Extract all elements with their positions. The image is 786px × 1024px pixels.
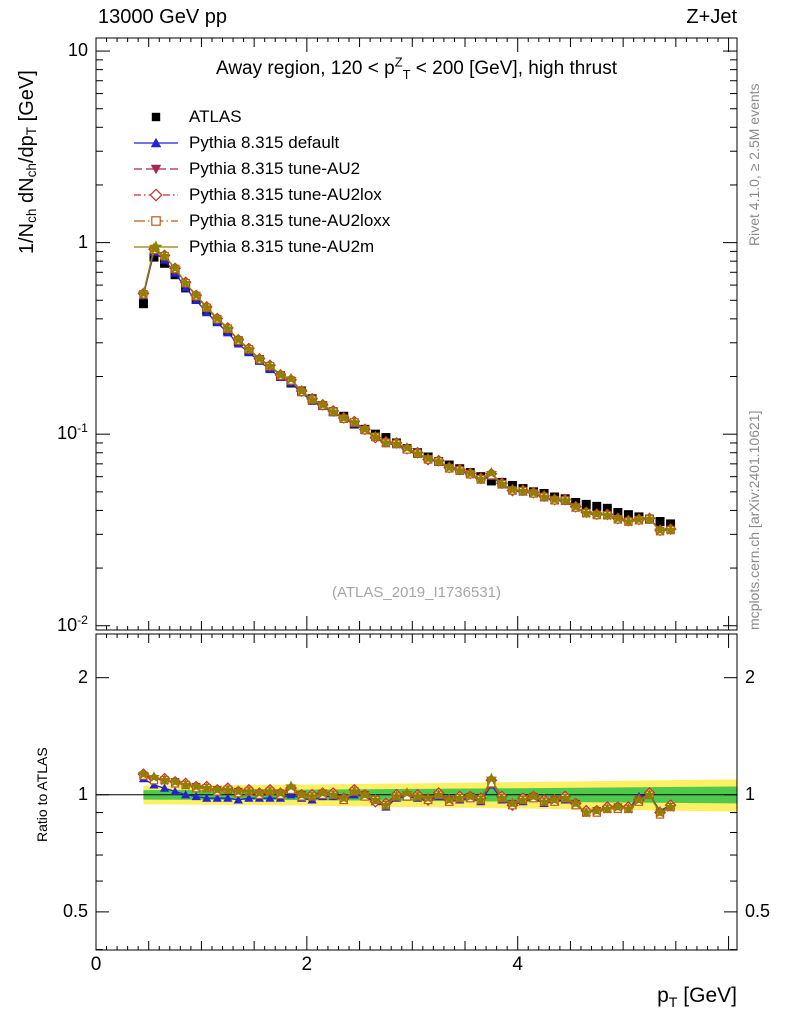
y-tick-label: 10 <box>67 40 88 61</box>
series-pythia-8-315-tune-au2loxx <box>139 245 675 819</box>
series-pythia-8-315-tune-au2m <box>137 242 677 818</box>
process-label: Z+Jet <box>686 6 737 28</box>
rivet-version-caption: Rivet 4.1.0, ≥ 2.5M events <box>746 83 762 246</box>
legend-label: Pythia 8.315 tune-AU2m <box>189 237 375 256</box>
legend-marker-square-open-icon <box>134 216 178 226</box>
legend-label: Pythia 8.315 default <box>189 133 340 152</box>
legend-marker-square-filled-icon <box>151 112 161 122</box>
analysis-id-watermark: (ATLAS_2019_I1736531) <box>331 584 501 601</box>
legend-label: Pythia 8.315 tune-AU2lox <box>189 185 382 204</box>
legend-item-1: Pythia 8.315 default <box>132 130 390 156</box>
y-tick-label: 10-1 <box>57 421 88 444</box>
legend-marker-diamond-open-icon <box>134 188 178 202</box>
y-tick-label: 10-2 <box>57 612 88 635</box>
plot-title: Away region, 120 < pZT < 200 [GeV], high… <box>216 54 617 82</box>
x-axis-label: pT [GeV] <box>657 984 737 1012</box>
legend-item-5: Pythia 8.315 tune-AU2m <box>132 234 390 260</box>
y-axis-label: 1/Nch dNch/dpT [GeV] <box>16 70 39 254</box>
legend: ATLAS Pythia 8.315 default Pythia 8.315 tu… <box>132 104 390 260</box>
axis-ticks <box>95 38 737 951</box>
ratio-tick-label-left: 0.5 <box>62 900 88 921</box>
legend-label: Pythia 8.315 tune-AU2 <box>189 159 361 178</box>
ratio-tick-label-right: 2 <box>745 666 756 687</box>
series-pythia-8-315-tune-au2 <box>138 245 676 818</box>
legend-label: Pythia 8.315 tune-AU2loxx <box>189 211 391 230</box>
mcplots-caption: mcplots.cern.ch [arXiv:2401.10621] <box>746 410 762 630</box>
legend-item-2: Pythia 8.315 tune-AU2 <box>132 156 390 182</box>
legend-item-3: Pythia 8.315 tune-AU2lox <box>132 182 390 208</box>
y-tick-label: 1 <box>77 231 88 252</box>
x-tick-label: 4 <box>512 954 523 975</box>
legend-marker-triangle-down-icon <box>134 164 178 175</box>
legend-item-4: Pythia 8.315 tune-AU2loxx <box>132 208 390 234</box>
legend-marker-star-icon <box>134 240 178 253</box>
legend-item-0: ATLAS <box>132 104 390 130</box>
x-tick-label: 2 <box>301 954 313 975</box>
legend-label: ATLAS <box>189 107 242 126</box>
x-tick-label: 0 <box>90 954 102 975</box>
series-atlas <box>138 252 676 529</box>
main-panel-frame <box>95 37 738 631</box>
series-pythia-8-315-tune-au2lox <box>137 243 677 819</box>
legend-marker-triangle-up-icon <box>134 137 178 148</box>
ratio-tick-label-right: 1 <box>745 783 756 804</box>
ratio-panel-frame <box>95 633 738 951</box>
beam-energy-label: 13000 GeV pp <box>98 6 227 28</box>
series-pythia-8-315-default <box>138 247 676 817</box>
ratio-tick-label-left: 1 <box>77 783 88 804</box>
ratio-tick-label-right: 0.5 <box>745 900 771 921</box>
ratio-tick-label-left: 2 <box>77 666 88 687</box>
